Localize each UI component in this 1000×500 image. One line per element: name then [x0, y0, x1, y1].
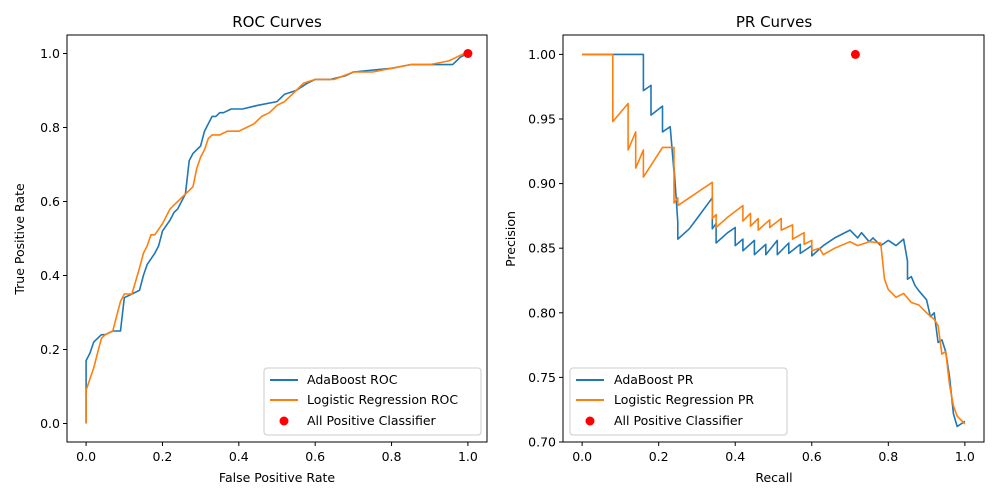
roc-title: ROC Curves	[232, 13, 322, 31]
pr-legend: AdaBoost PR Logistic Regression PR All P…	[569, 367, 788, 436]
roc-all-positive-point	[463, 49, 473, 58]
roc-legend-logreg-label: Logistic Regression ROC	[307, 392, 458, 407]
pr-legend-point-label: All Positive Classifier	[614, 413, 744, 428]
roc-y-tick-label: 0.8	[40, 120, 60, 135]
pr-y-tick-label: 0.80	[528, 305, 556, 320]
pr-all-positive-point	[850, 49, 860, 59]
pr-plot-area	[582, 49, 966, 428]
pr-series-adaboost-pr	[582, 53, 966, 428]
pr-y-tick-label: 1.00	[528, 47, 556, 62]
roc-series-logistic-regression-roc	[85, 52, 468, 424]
pr-panel: PR Curves 0.0 0.2 0.4 0.6 0.8 1.0 0.70 0.75 0.8…	[503, 13, 985, 485]
pr-x-tick-label: 0.0	[572, 449, 592, 464]
pr-legend-logreg-label: Logistic Regression PR	[614, 392, 754, 407]
pr-x-ticks: 0.0 0.2 0.4 0.6 0.8 1.0	[572, 442, 975, 464]
roc-axes-frame	[66, 34, 488, 443]
pr-legend-box	[569, 367, 788, 436]
roc-y-tick-label: 0.4	[40, 268, 60, 283]
pr-y-tick-label: 0.85	[528, 241, 556, 256]
roc-x-tick-label: 1.0	[458, 449, 478, 464]
roc-legend-box	[263, 367, 482, 436]
roc-y-tick-label: 0.0	[40, 416, 60, 431]
roc-x-tick-label: 0.2	[153, 449, 173, 464]
roc-x-tick-label: 0.6	[305, 449, 325, 464]
pr-x-tick-label: 0.8	[878, 449, 898, 464]
roc-y-tick-label: 0.6	[40, 194, 60, 209]
pr-title: PR Curves	[736, 13, 812, 31]
roc-plot-area	[85, 49, 473, 424]
pr-x-tick-label: 1.0	[955, 449, 975, 464]
pr-y-axis-label: Precision	[503, 211, 518, 267]
roc-legend-point-marker	[279, 416, 289, 426]
pr-axes-frame	[562, 34, 985, 443]
pr-y-tick-label: 0.70	[528, 435, 556, 450]
roc-legend-adaboost-label: AdaBoost ROC	[307, 372, 398, 387]
pr-y-tick-label: 0.95	[528, 111, 556, 126]
roc-x-ticks: 0.0 0.2 0.4 0.6 0.8 1.0	[76, 442, 478, 464]
roc-legend: AdaBoost ROC Logistic Regression ROC All…	[263, 367, 482, 436]
roc-x-tick-label: 0.8	[382, 449, 402, 464]
roc-x-tick-label: 0.4	[229, 449, 249, 464]
pr-x-tick-label: 0.2	[649, 449, 669, 464]
roc-x-axis-label: False Positive Rate	[219, 470, 335, 485]
roc-panel: ROC Curves 0.0 0.2 0.4 0.6 0.8 1.0 0.00.20.40…	[12, 13, 488, 485]
pr-legend-point-marker	[585, 416, 595, 426]
pr-x-axis-label: Recall	[755, 470, 792, 485]
roc-x-tick-label: 0.0	[76, 449, 96, 464]
pr-y-tick-label: 0.90	[528, 176, 556, 191]
roc-y-ticks: 0.0 0.2 0.4 0.6 0.8 1.0	[40, 46, 67, 431]
pr-y-tick-label: 0.75	[528, 370, 556, 385]
roc-y-tick-label: 1.0	[40, 46, 60, 61]
roc-y-axis-label: True Positive Rate	[12, 183, 27, 296]
pr-legend-adaboost-label: AdaBoost PR	[614, 372, 694, 387]
pr-x-tick-label: 0.6	[802, 449, 822, 464]
roc-y-tick-label: 0.2	[40, 342, 60, 357]
pr-x-tick-label: 0.4	[725, 449, 745, 464]
pr-series-logistic-regression-pr	[582, 53, 966, 425]
roc-legend-point-label: All Positive Classifier	[307, 413, 437, 428]
pr-y-ticks: 0.70 0.75 0.80 0.85 0.90 0.95 1.00	[528, 47, 563, 450]
